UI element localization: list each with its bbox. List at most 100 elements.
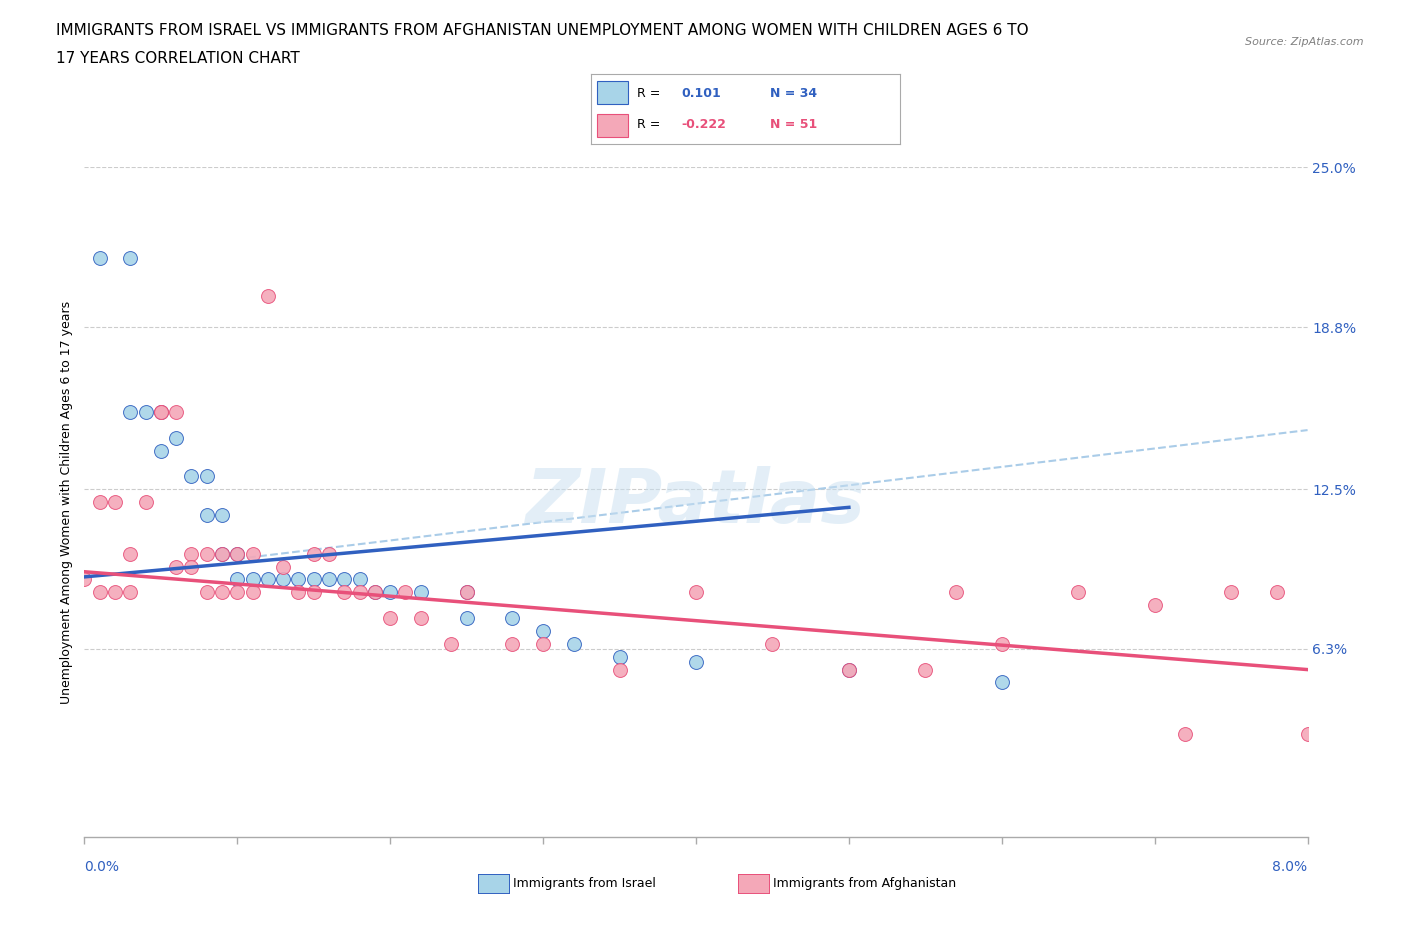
Point xyxy=(180,469,202,484)
Point xyxy=(318,546,340,561)
Point xyxy=(271,572,294,587)
Point xyxy=(180,559,202,574)
Text: -0.222: -0.222 xyxy=(682,118,727,131)
Bar xyxy=(596,114,627,138)
Text: R =: R = xyxy=(637,86,661,100)
Point xyxy=(149,405,172,419)
Point xyxy=(211,585,233,600)
Point xyxy=(685,585,707,600)
Point xyxy=(242,546,264,561)
Point xyxy=(380,585,402,600)
Point xyxy=(104,585,127,600)
Point xyxy=(531,623,554,638)
Point xyxy=(409,585,432,600)
Point xyxy=(242,585,264,600)
Point xyxy=(440,636,463,651)
Point xyxy=(364,585,387,600)
Point xyxy=(914,662,936,677)
Point xyxy=(180,546,202,561)
Text: Immigrants from Afghanistan: Immigrants from Afghanistan xyxy=(773,877,956,890)
Text: IMMIGRANTS FROM ISRAEL VS IMMIGRANTS FROM AFGHANISTAN UNEMPLOYMENT AMONG WOMEN W: IMMIGRANTS FROM ISRAEL VS IMMIGRANTS FRO… xyxy=(56,23,1029,38)
Point xyxy=(211,546,233,561)
Point xyxy=(318,572,340,587)
Point xyxy=(349,585,371,600)
Point xyxy=(271,559,294,574)
Text: R =: R = xyxy=(637,118,661,131)
Point xyxy=(226,546,249,561)
Point xyxy=(838,662,860,677)
Point xyxy=(990,636,1012,651)
Point xyxy=(226,572,249,587)
Point xyxy=(226,585,249,600)
Text: 17 YEARS CORRELATION CHART: 17 YEARS CORRELATION CHART xyxy=(56,51,299,66)
Point xyxy=(609,649,631,664)
Y-axis label: Unemployment Among Women with Children Ages 6 to 17 years: Unemployment Among Women with Children A… xyxy=(60,300,73,704)
Point xyxy=(1220,585,1243,600)
Point xyxy=(1296,726,1319,741)
Point xyxy=(195,546,218,561)
Point xyxy=(149,405,172,419)
Point xyxy=(149,405,172,419)
Point xyxy=(761,636,783,651)
Point xyxy=(135,495,157,510)
Point xyxy=(195,585,218,600)
Point xyxy=(257,572,280,587)
Point xyxy=(73,572,96,587)
Point xyxy=(195,508,218,523)
Point xyxy=(211,508,233,523)
Point xyxy=(562,636,585,651)
Point xyxy=(685,655,707,670)
Point xyxy=(120,585,142,600)
Bar xyxy=(596,82,627,104)
Point xyxy=(531,636,554,651)
Point xyxy=(364,585,387,600)
Point xyxy=(120,546,142,561)
Point xyxy=(257,288,280,303)
Point xyxy=(456,585,478,600)
Point xyxy=(501,611,523,626)
Point xyxy=(302,585,325,600)
Point xyxy=(120,405,142,419)
Text: ZIPatlas: ZIPatlas xyxy=(526,466,866,538)
Point xyxy=(89,250,111,265)
Text: Immigrants from Israel: Immigrants from Israel xyxy=(513,877,657,890)
Point xyxy=(195,469,218,484)
Point xyxy=(394,585,416,600)
Point xyxy=(945,585,967,600)
Point xyxy=(1067,585,1090,600)
Point xyxy=(609,662,631,677)
Point xyxy=(165,405,187,419)
Text: 0.0%: 0.0% xyxy=(84,860,120,874)
Point xyxy=(302,546,325,561)
Point xyxy=(165,559,187,574)
Point xyxy=(501,636,523,651)
Point xyxy=(149,444,172,458)
Point xyxy=(456,585,478,600)
Text: 8.0%: 8.0% xyxy=(1272,860,1308,874)
Point xyxy=(349,572,371,587)
Point xyxy=(1143,598,1166,613)
Point xyxy=(1174,726,1197,741)
Text: N = 51: N = 51 xyxy=(770,118,817,131)
Point xyxy=(1265,585,1288,600)
Point xyxy=(120,250,142,265)
Point xyxy=(409,611,432,626)
Point xyxy=(242,572,264,587)
Text: 0.101: 0.101 xyxy=(682,86,721,100)
Point xyxy=(380,611,402,626)
Point xyxy=(104,495,127,510)
Point xyxy=(302,572,325,587)
Point xyxy=(89,495,111,510)
Point xyxy=(89,585,111,600)
Point xyxy=(287,585,309,600)
Point xyxy=(333,572,356,587)
Point xyxy=(211,546,233,561)
Point xyxy=(287,572,309,587)
Point xyxy=(165,431,187,445)
Text: Source: ZipAtlas.com: Source: ZipAtlas.com xyxy=(1246,37,1364,47)
Point xyxy=(990,675,1012,690)
Point xyxy=(838,662,860,677)
Point xyxy=(135,405,157,419)
Point xyxy=(456,611,478,626)
Text: N = 34: N = 34 xyxy=(770,86,817,100)
